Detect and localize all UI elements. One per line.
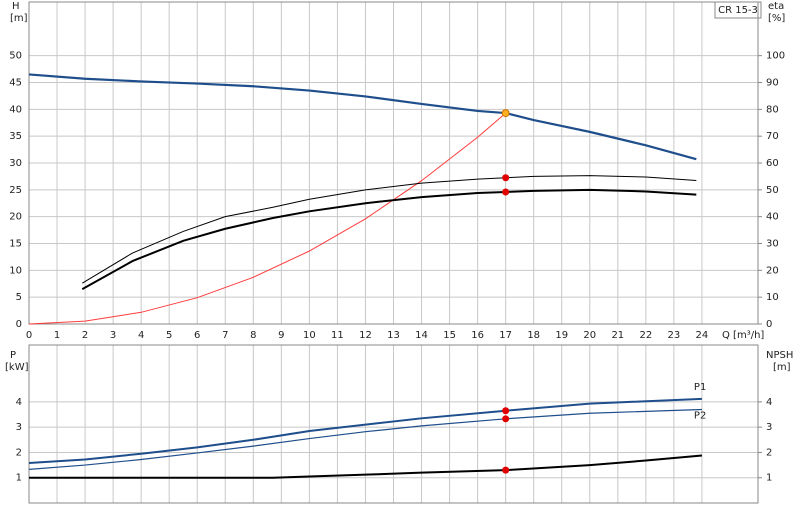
x-tick-label: 6	[194, 330, 200, 341]
y2-tick-label: 40	[766, 212, 779, 223]
y-unit: [m]	[10, 13, 28, 24]
curve	[82, 175, 697, 284]
y2-tick-label: 60	[766, 158, 779, 169]
y-tick-label: 0	[16, 319, 22, 330]
y2-unit: [%]	[768, 13, 785, 24]
y-label: H	[12, 1, 20, 12]
x-tick-label: 24	[696, 330, 709, 341]
x-tick-label: 14	[415, 330, 428, 341]
y-tick-label: 15	[9, 239, 22, 250]
x-tick-label: 17	[499, 330, 512, 341]
y-tick-label: 20	[9, 212, 22, 223]
y2-unit: [m]	[773, 362, 791, 373]
curve	[28, 112, 506, 325]
x-tick-label: 18	[527, 330, 540, 341]
curve	[28, 408, 702, 470]
y2-tick-label: 1	[766, 473, 772, 484]
curve	[28, 397, 702, 465]
y2-label: NPSH	[766, 350, 793, 361]
pump-label: CR 15-3	[718, 5, 758, 16]
y2-tick-label: 80	[766, 104, 779, 115]
y-tick-label: 3	[16, 422, 22, 433]
x-label: Q [m³/h]	[722, 330, 764, 341]
y2-tick-label: 100	[766, 51, 785, 62]
x-tick-label: 3	[110, 330, 116, 341]
y-tick-label: 10	[9, 265, 22, 276]
x-tick-label: 7	[222, 330, 228, 341]
y-tick-label: 30	[9, 158, 22, 169]
y2-tick-label: 50	[766, 185, 779, 196]
x-tick-label: 1	[54, 330, 60, 341]
curve	[29, 454, 703, 479]
marker	[502, 174, 510, 182]
y2-tick-label: 2	[766, 447, 772, 458]
x-tick-label: 13	[387, 330, 400, 341]
x-tick-label: 0	[26, 330, 32, 341]
y2-tick-label: 10	[766, 292, 779, 303]
x-tick-label: 23	[668, 330, 681, 341]
plot-frame	[28, 1, 759, 325]
x-tick-label: 19	[555, 330, 568, 341]
y-tick-label: 50	[9, 51, 22, 62]
y-unit: [kW]	[5, 362, 29, 373]
y2-tick-label: 4	[766, 397, 772, 408]
x-tick-label: 22	[639, 330, 652, 341]
curve-label: P1	[694, 382, 706, 393]
y2-tick-label: 20	[766, 265, 779, 276]
x-tick-label: 5	[166, 330, 172, 341]
marker	[502, 407, 510, 415]
x-tick-label: 11	[331, 330, 344, 341]
y-tick-label: 4	[16, 397, 22, 408]
x-tick-label: 10	[303, 330, 316, 341]
y2-tick-label: 30	[766, 239, 779, 250]
x-tick-label: 16	[471, 330, 484, 341]
x-tick-label: 4	[138, 330, 144, 341]
marker	[502, 415, 510, 423]
curve	[81, 188, 697, 290]
plot-frame	[28, 344, 759, 504]
duty-point	[501, 109, 510, 118]
y-tick-label: 25	[9, 185, 22, 196]
x-tick-label: 20	[583, 330, 596, 341]
y2-tick-label: 90	[766, 78, 779, 89]
y2-tick-label: 3	[766, 422, 772, 433]
y-tick-label: 40	[9, 104, 22, 115]
y2-tick-label: 0	[766, 319, 772, 330]
y-tick-label: 45	[9, 78, 22, 89]
y-tick-label: 5	[16, 292, 22, 303]
y-label: P	[10, 350, 16, 361]
curve-label: P2	[694, 410, 706, 421]
x-tick-label: 9	[278, 330, 284, 341]
x-tick-label: 15	[443, 330, 456, 341]
y2-label: eta	[768, 1, 784, 12]
x-tick-label: 12	[359, 330, 372, 341]
x-tick-label: 2	[82, 330, 88, 341]
x-tick-label: 8	[250, 330, 256, 341]
y-tick-label: 2	[16, 447, 22, 458]
y-tick-label: 35	[9, 131, 22, 142]
x-tick-label: 21	[611, 330, 624, 341]
curve	[28, 73, 697, 161]
marker	[502, 466, 510, 474]
marker	[502, 188, 510, 196]
y2-tick-label: 70	[766, 131, 779, 142]
y-tick-label: 1	[16, 473, 22, 484]
